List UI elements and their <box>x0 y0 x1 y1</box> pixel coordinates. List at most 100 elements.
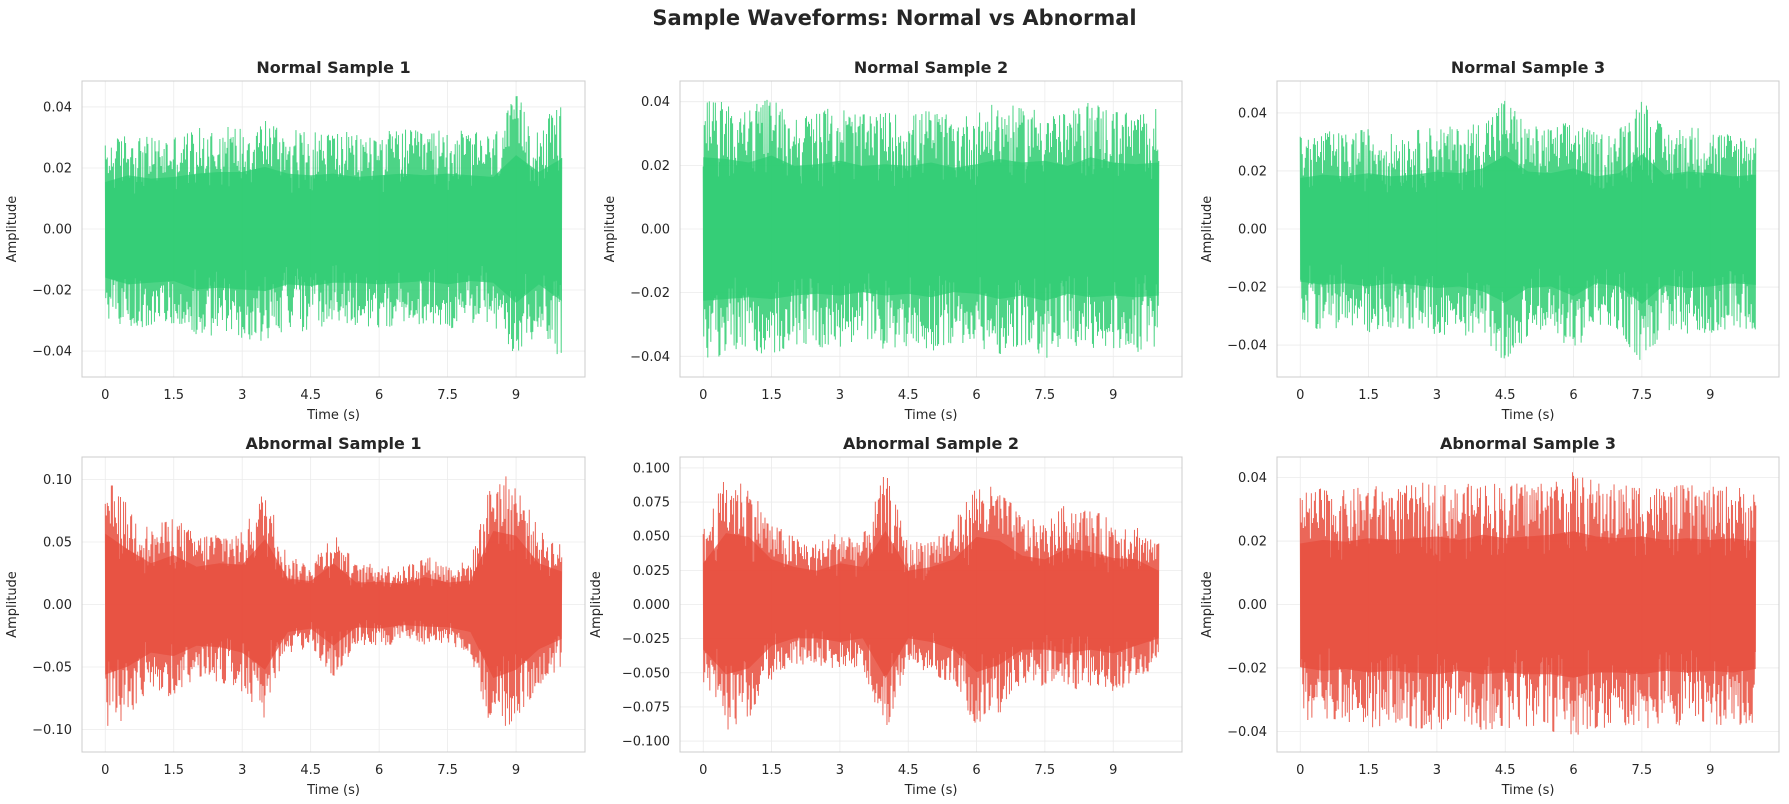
x-tick-label: 1.5 <box>1358 388 1379 403</box>
x-tick-label: 7.5 <box>1035 388 1056 403</box>
x-tick-label: 6 <box>972 388 980 403</box>
y-tick-label: 0.075 <box>633 496 670 511</box>
y-tick-label: 0.100 <box>633 461 670 476</box>
x-tick-label: 7.5 <box>437 763 458 778</box>
x-tick-label: 1.5 <box>163 763 184 778</box>
x-axis-label: Time (s) <box>904 783 958 798</box>
x-tick-label: 6 <box>1569 763 1577 778</box>
subplot-5: 0 1.5 3 4.5 6 7.5 9 −0.100 −0.075 −0.050 −0.025 0.0… <box>589 434 1183 798</box>
waveform-line <box>1299 100 1757 360</box>
x-tick-label: 9 <box>1706 388 1714 403</box>
x-tick-label: 7.5 <box>1632 763 1653 778</box>
x-tick-label: 1.5 <box>761 388 782 403</box>
subplot-title: Abnormal Sample 2 <box>843 434 1019 453</box>
x-tick-label: 0 <box>1296 763 1304 778</box>
x-tick-label: 3 <box>1433 763 1441 778</box>
y-tick-label: −0.02 <box>1227 281 1267 296</box>
y-tick-label: 0.10 <box>43 473 72 488</box>
subplot-1: 0 1.5 3 4.5 6 7.5 9 −0.04 −0.02 0.00 0.02 0.04 Norma… <box>5 58 586 423</box>
x-tick-label: 4.5 <box>898 388 919 403</box>
subplot-2: 0 1.5 3 4.5 6 7.5 9 −0.04 −0.02 0.00 0.02 0.04 Norma… <box>603 58 1183 423</box>
x-axis-label: Time (s) <box>904 408 958 423</box>
y-tick-label: −0.02 <box>1227 661 1267 676</box>
x-tick-label: 3 <box>238 763 246 778</box>
subplot-title: Normal Sample 2 <box>854 58 1008 77</box>
y-tick-label: 0.02 <box>1238 164 1267 179</box>
waveform-line <box>104 96 563 355</box>
x-tick-label: 9 <box>512 388 520 403</box>
x-tick-label: 7.5 <box>1632 388 1653 403</box>
x-tick-label: 0 <box>1296 388 1304 403</box>
axes-frame <box>679 456 1183 753</box>
y-tick-label: 0.04 <box>1238 471 1267 486</box>
y-axis-label: Amplitude <box>5 196 20 263</box>
y-tick-label: 0.04 <box>641 95 670 110</box>
y-tick-label: −0.04 <box>1227 725 1267 740</box>
y-tick-label: −0.10 <box>32 723 72 738</box>
y-axis-label: Amplitude <box>5 571 20 638</box>
y-tick-label: 0.04 <box>43 100 72 115</box>
waveform-core <box>703 155 1159 301</box>
y-tick-label: 0.05 <box>43 536 72 551</box>
x-tick-label: 6 <box>375 388 383 403</box>
y-tick-label: 0.00 <box>1238 223 1267 238</box>
x-tick-label: 9 <box>512 763 520 778</box>
subplot-title: Normal Sample 1 <box>256 58 410 77</box>
x-axis-label: Time (s) <box>1501 783 1555 798</box>
x-axis-label: Time (s) <box>306 783 360 798</box>
x-tick-label: 4.5 <box>300 388 321 403</box>
figure-title: Sample Waveforms: Normal vs Abnormal <box>652 6 1137 30</box>
x-tick-label: 3 <box>836 388 844 403</box>
y-axis-label: Amplitude <box>589 571 604 638</box>
axes-frame <box>1276 456 1780 753</box>
axes-frame <box>679 80 1183 378</box>
y-tick-label: −0.050 <box>622 666 670 681</box>
y-tick-label: −0.02 <box>32 284 72 299</box>
x-tick-label: 3 <box>1433 388 1441 403</box>
x-tick-label: 0 <box>101 388 109 403</box>
waveform-core <box>105 530 562 679</box>
y-tick-label: −0.100 <box>622 735 670 750</box>
x-axis-label: Time (s) <box>306 408 360 423</box>
y-tick-label: −0.025 <box>622 632 670 647</box>
x-tick-label: 7.5 <box>1035 763 1056 778</box>
waveform-core <box>105 155 562 303</box>
y-tick-label: −0.075 <box>622 700 670 715</box>
x-tick-label: 4.5 <box>1495 763 1516 778</box>
y-tick-label: −0.02 <box>630 286 670 301</box>
x-tick-label: 0 <box>699 388 707 403</box>
x-tick-label: 0 <box>699 763 707 778</box>
x-tick-label: 1.5 <box>1358 763 1379 778</box>
waveform-core <box>1300 531 1756 678</box>
waveform-core <box>703 530 1159 679</box>
x-axis-label: Time (s) <box>1501 408 1555 423</box>
y-tick-label: 0.02 <box>641 159 670 174</box>
x-tick-label: 9 <box>1109 763 1117 778</box>
x-tick-label: 4.5 <box>300 763 321 778</box>
y-tick-label: 0.00 <box>43 223 72 238</box>
x-tick-label: 6 <box>1569 388 1577 403</box>
x-tick-label: 7.5 <box>437 388 458 403</box>
y-tick-label: −0.04 <box>1227 339 1267 354</box>
x-tick-label: 6 <box>375 763 383 778</box>
x-tick-label: 4.5 <box>898 763 919 778</box>
y-tick-label: 0.025 <box>633 564 670 579</box>
subplot-title: Normal Sample 3 <box>1451 58 1605 77</box>
x-tick-label: 0 <box>101 763 109 778</box>
axes-frame <box>1276 80 1780 378</box>
axes-frame <box>81 80 586 378</box>
x-tick-label: 9 <box>1706 763 1714 778</box>
y-tick-label: −0.05 <box>32 661 72 676</box>
subplot-title: Abnormal Sample 3 <box>1440 434 1616 453</box>
subplot-3: 0 1.5 3 4.5 6 7.5 9 −0.04 −0.02 0.00 0.02 0.04 Norma… <box>1200 58 1780 423</box>
y-tick-label: −0.04 <box>32 345 72 360</box>
y-tick-label: −0.04 <box>630 350 670 365</box>
subplot-title: Abnormal Sample 1 <box>245 434 421 453</box>
waveform-core <box>1300 153 1756 305</box>
y-tick-label: 0.02 <box>43 161 72 176</box>
y-axis-label: Amplitude <box>603 196 618 263</box>
x-tick-label: 1.5 <box>761 763 782 778</box>
subplot-6: 0 1.5 3 4.5 6 7.5 9 −0.04 −0.02 0.00 0.02 0.04 Abnor… <box>1200 434 1780 798</box>
subplot-4: 0 1.5 3 4.5 6 7.5 9 −0.10 −0.05 0.00 0.05 0.10 Abnor… <box>5 434 586 798</box>
